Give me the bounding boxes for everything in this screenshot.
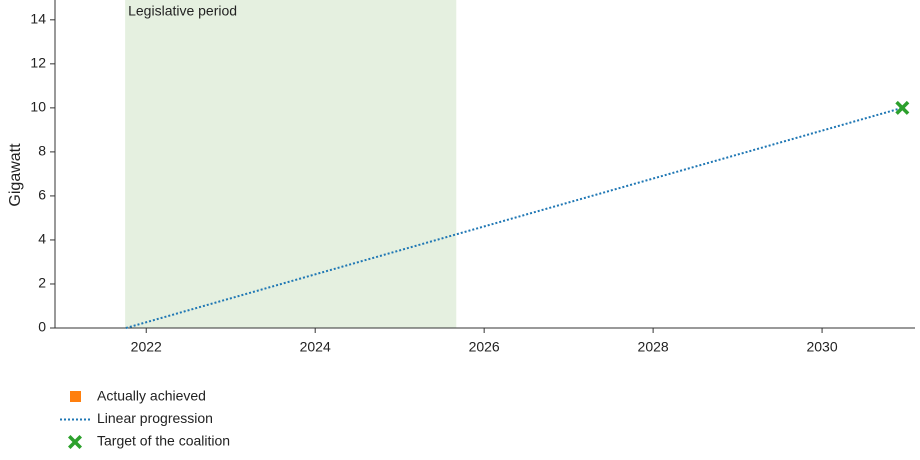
y-tick-label: 4 (38, 231, 46, 247)
cross-marker (68, 435, 82, 449)
y-axis-label: Gigawatt (7, 143, 24, 207)
region-label: Legislative period (128, 3, 237, 19)
legend-label: Target of the coalition (97, 433, 230, 449)
x-tick-label: 2030 (806, 339, 837, 355)
legend-label: Actually achieved (97, 388, 206, 404)
x-tick-label: 2026 (469, 339, 500, 355)
legend-square (70, 391, 81, 402)
x-tick-label: 2024 (300, 339, 331, 355)
legend-label: Linear progression (97, 410, 213, 426)
shaded-region (125, 0, 457, 328)
y-tick-label: 8 (38, 143, 46, 159)
y-tick-label: 14 (30, 11, 46, 27)
y-tick-label: 2 (38, 275, 46, 291)
y-tick-label: 12 (30, 55, 46, 71)
x-tick-label: 2028 (638, 339, 669, 355)
y-tick-label: 0 (38, 319, 46, 335)
y-tick-label: 6 (38, 187, 46, 203)
y-tick-label: 10 (30, 99, 46, 115)
cross-marker (895, 100, 910, 115)
x-tick-label: 2022 (131, 339, 162, 355)
line (125, 106, 903, 329)
